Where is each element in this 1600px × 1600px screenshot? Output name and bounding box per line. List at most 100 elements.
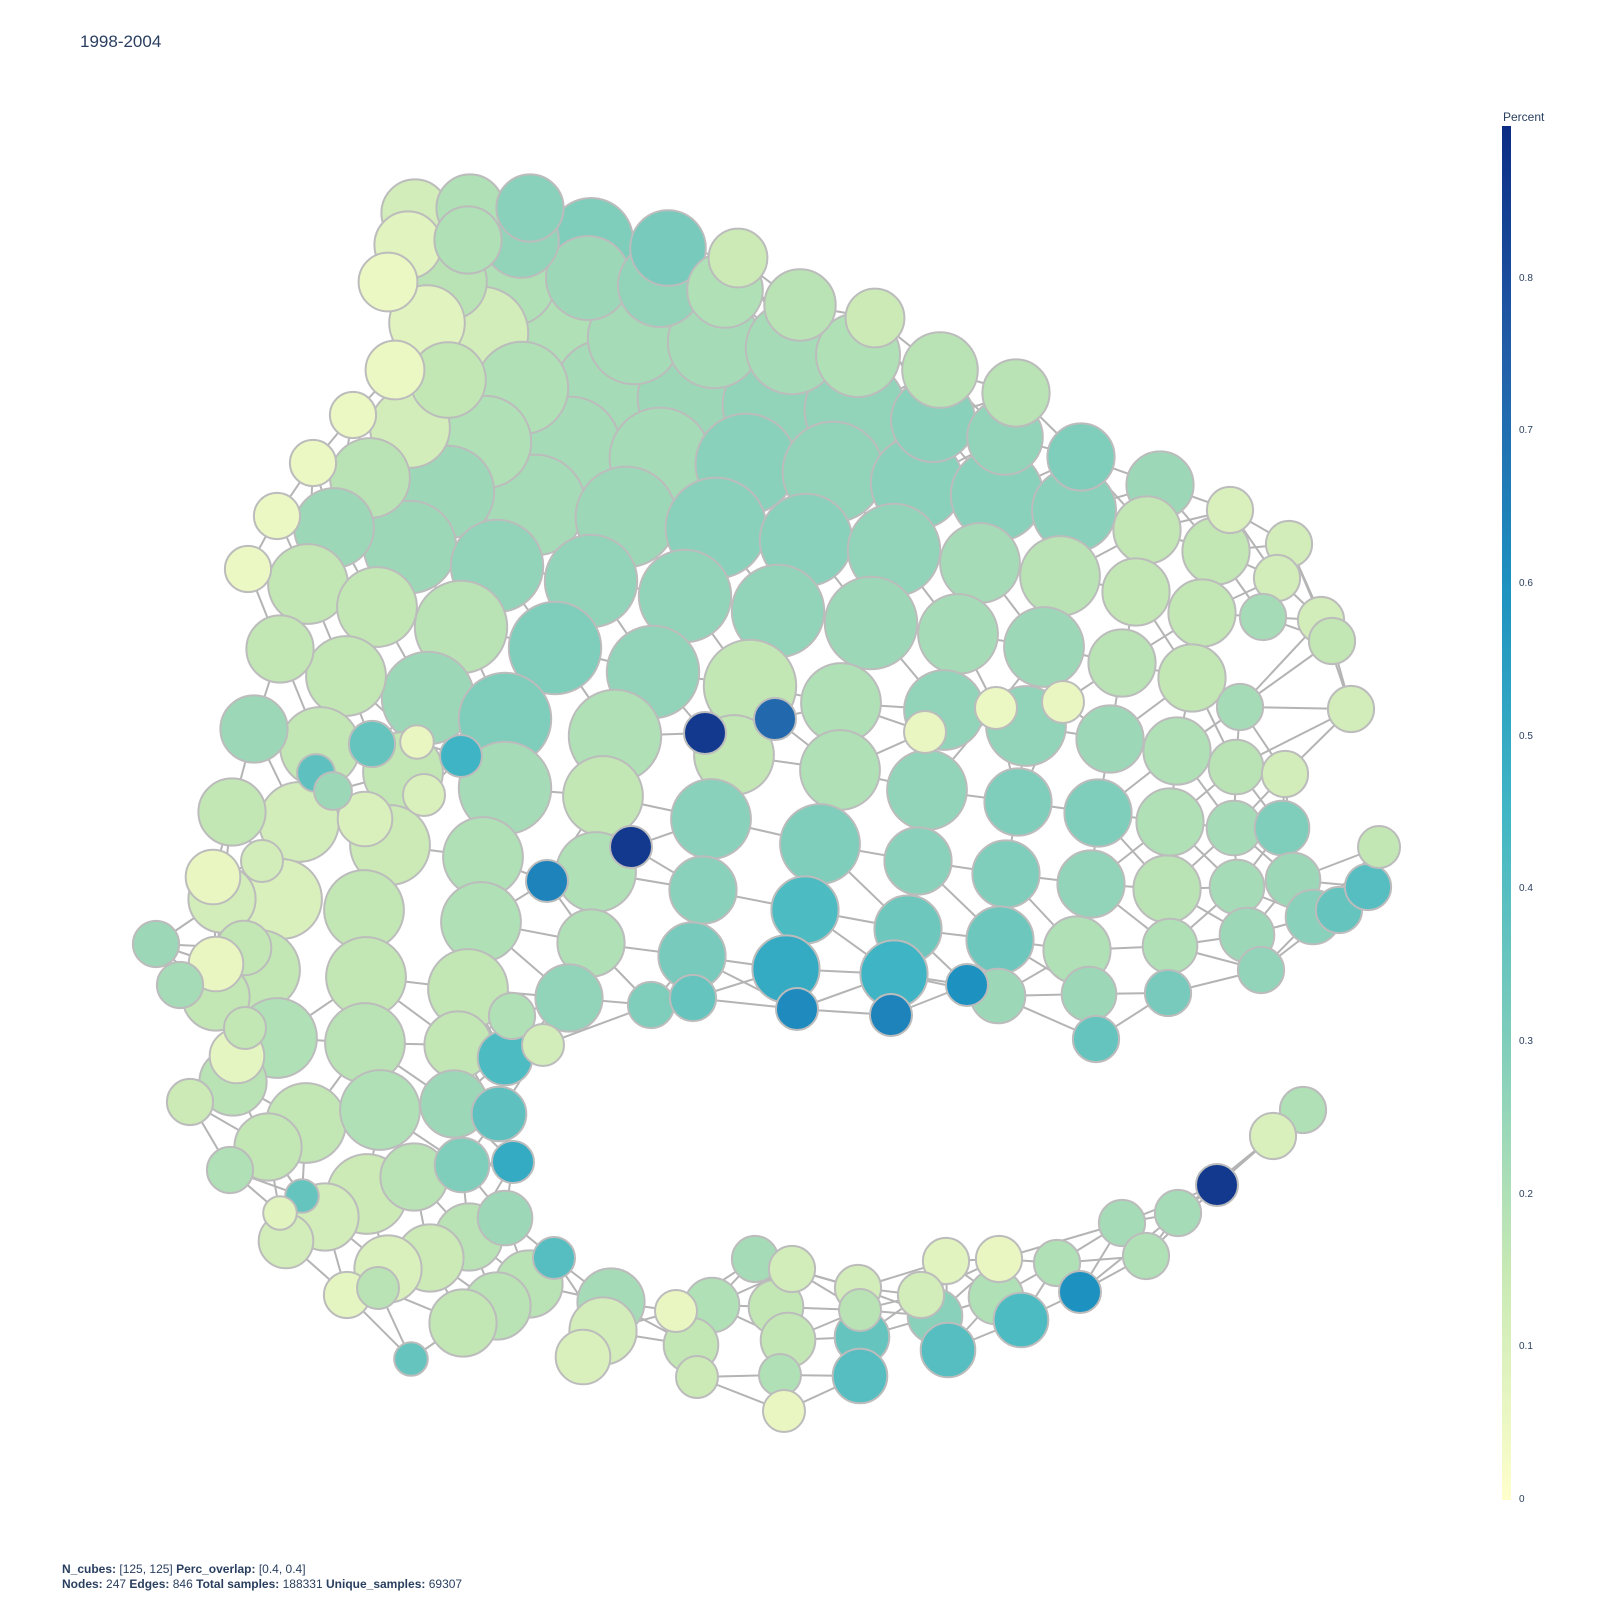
graph-node[interactable] (521, 1023, 565, 1067)
graph-node[interactable] (1215, 682, 1265, 732)
graph-node[interactable] (223, 1006, 267, 1050)
graph-node[interactable] (1205, 799, 1263, 857)
graph-node[interactable] (971, 839, 1041, 909)
graph-node[interactable] (799, 729, 881, 811)
graph-node[interactable] (668, 855, 738, 925)
graph-node[interactable] (470, 1085, 528, 1143)
graph-node[interactable] (184, 848, 242, 906)
graph-node[interactable] (1132, 854, 1202, 924)
graph-node[interactable] (896, 1270, 946, 1320)
graph-node[interactable] (903, 710, 947, 754)
graph-node[interactable] (1357, 825, 1401, 869)
graph-node[interactable] (219, 694, 289, 764)
graph-node[interactable] (919, 1321, 977, 1379)
graph-node[interactable] (983, 767, 1053, 837)
graph-node[interactable] (886, 749, 968, 831)
graph-node[interactable] (476, 1189, 534, 1247)
graph-node[interactable] (974, 686, 1018, 730)
graph-node[interactable] (1238, 592, 1288, 642)
graph-node[interactable] (753, 697, 797, 741)
graph-node[interactable] (223, 544, 273, 594)
graph-node[interactable] (1121, 1231, 1171, 1281)
graph-node[interactable] (305, 635, 387, 717)
graph-node[interactable] (1153, 1188, 1203, 1238)
graph-node[interactable] (1087, 628, 1157, 698)
graph-node[interactable] (205, 1145, 255, 1195)
graph-node[interactable] (1101, 557, 1171, 627)
graph-node[interactable] (328, 390, 378, 440)
graph-node[interactable] (1248, 1111, 1298, 1161)
graph-node[interactable] (965, 905, 1035, 975)
graph-node[interactable] (767, 1244, 817, 1294)
graph-node[interactable] (1167, 578, 1237, 648)
graph-node[interactable] (1046, 422, 1116, 492)
graph-node[interactable] (525, 859, 569, 903)
graph-node[interactable] (844, 287, 906, 349)
graph-node[interactable] (917, 593, 999, 675)
graph-node[interactable] (883, 826, 953, 896)
graph-node[interactable] (1343, 862, 1393, 912)
graph-node[interactable] (336, 566, 418, 648)
graph-node[interactable] (1075, 704, 1145, 774)
graph-node[interactable] (487, 991, 537, 1041)
graph-node[interactable] (939, 522, 1021, 604)
graph-node[interactable] (347, 719, 397, 769)
graph-node[interactable] (562, 755, 644, 837)
graph-node[interactable] (609, 825, 653, 869)
graph-node[interactable] (439, 734, 483, 778)
graph-node[interactable] (288, 438, 338, 488)
graph-node[interactable] (1208, 858, 1266, 916)
graph-node[interactable] (683, 711, 727, 755)
graph-node[interactable] (491, 1140, 535, 1184)
graph-node[interactable] (779, 803, 861, 885)
graph-node[interactable] (1041, 680, 1085, 724)
graph-node[interactable] (252, 491, 302, 541)
graph-node[interactable] (245, 614, 315, 684)
graph-node[interactable] (393, 1341, 429, 1377)
graph-node[interactable] (1058, 1270, 1102, 1314)
graph-node[interactable] (495, 173, 565, 243)
graph-node[interactable] (339, 1069, 421, 1151)
graph-node[interactable] (1112, 495, 1182, 565)
graph-node[interactable] (267, 543, 349, 625)
graph-node[interactable] (775, 987, 819, 1031)
graph-node[interactable] (356, 1266, 400, 1310)
graph-node[interactable] (762, 1389, 806, 1433)
graph-node[interactable] (1097, 1198, 1147, 1248)
graph-node[interactable] (770, 875, 840, 945)
graph-node[interactable] (1143, 968, 1193, 1018)
graph-node[interactable] (707, 227, 769, 289)
graph-node[interactable] (534, 963, 604, 1033)
graph-node[interactable] (668, 973, 718, 1023)
graph-node[interactable] (869, 993, 913, 1037)
graph-node[interactable] (554, 1328, 612, 1386)
graph-node[interactable] (262, 1195, 298, 1231)
graph-node[interactable] (399, 724, 435, 760)
graph-node[interactable] (1307, 616, 1357, 666)
graph-node[interactable] (131, 919, 181, 969)
graph-node[interactable] (992, 1291, 1050, 1349)
network-graph[interactable] (0, 0, 1480, 1500)
graph-node[interactable] (1060, 965, 1118, 1023)
graph-node[interactable] (240, 839, 284, 883)
graph-node[interactable] (1326, 684, 1376, 734)
graph-node[interactable] (1056, 849, 1126, 919)
graph-node[interactable] (428, 1288, 498, 1358)
graph-node[interactable] (440, 881, 522, 963)
graph-node[interactable] (364, 339, 426, 401)
graph-node[interactable] (1003, 606, 1085, 688)
graph-node[interactable] (901, 331, 979, 409)
graph-node[interactable] (1063, 778, 1133, 848)
graph-node[interactable] (313, 771, 353, 811)
graph-node[interactable] (532, 1236, 576, 1280)
graph-node[interactable] (945, 963, 989, 1007)
graph-node[interactable] (1236, 945, 1286, 995)
graph-node[interactable] (670, 778, 752, 860)
graph-node[interactable] (838, 1288, 882, 1332)
graph-node[interactable] (1141, 917, 1199, 975)
graph-node[interactable] (165, 1077, 215, 1127)
graph-node[interactable] (1019, 535, 1101, 617)
graph-node[interactable] (763, 268, 837, 342)
graph-node[interactable] (831, 1347, 889, 1405)
graph-node[interactable] (357, 251, 419, 313)
